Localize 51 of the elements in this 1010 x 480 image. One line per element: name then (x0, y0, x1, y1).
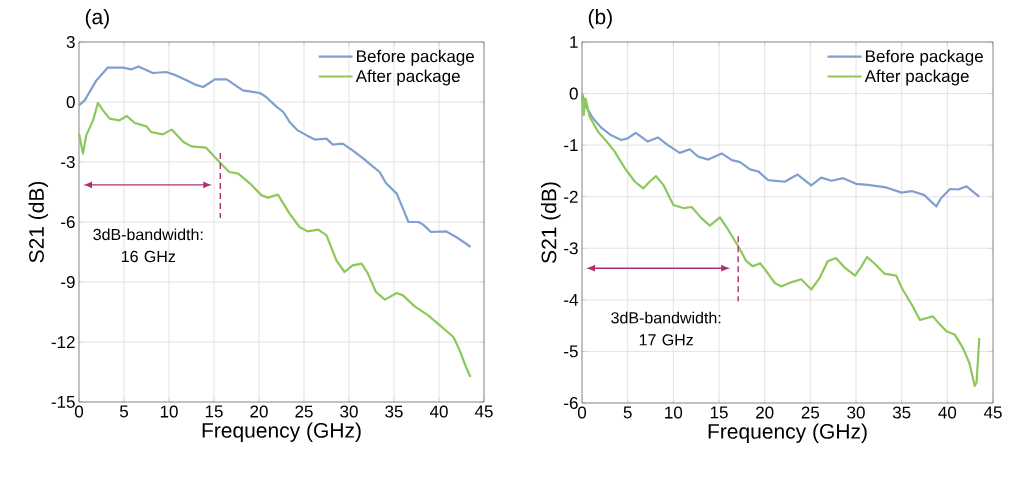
x-tick-label: 35 (892, 406, 911, 419)
y-tick-label: -3 (564, 242, 578, 255)
x-axis-title: Frequency (GHz) (708, 423, 867, 443)
x-tick-label: 0 (74, 405, 84, 418)
y-tick-label: 1 (570, 36, 578, 48)
line-series (580, 92, 981, 208)
legend-label: After package (864, 69, 969, 86)
x-tick-label: 15 (710, 406, 728, 419)
y-tick-label: 0 (66, 95, 75, 109)
x-tick-label: 35 (385, 405, 403, 418)
y-tick-label: -1 (564, 139, 578, 151)
x-tick-label: 45 (983, 406, 1002, 419)
y-tick-label: -12 (51, 336, 75, 348)
y-tick-label: -6 (564, 396, 578, 410)
x-tick-label: 5 (623, 406, 632, 419)
x-tick-label: 10 (160, 405, 178, 418)
y-tick-label: 3 (66, 35, 75, 49)
x-tick-label: 45 (474, 405, 493, 418)
ref-line-label: 3dB-bandwidth: 16 GHz (93, 228, 203, 263)
y-tick-label: -2 (564, 190, 578, 203)
legend-label: After package (355, 69, 460, 86)
y-tick-label: -3 (61, 155, 75, 169)
y-tick-label: 0 (569, 87, 578, 100)
x-tick-label: 15 (205, 405, 223, 418)
x-tick-label: 5 (119, 405, 129, 418)
line-series (77, 65, 472, 249)
y-tick-label: -9 (61, 275, 75, 289)
x-tick-label: 40 (938, 406, 957, 419)
y-tick-label: -15 (51, 396, 75, 408)
x-tick-label: 10 (665, 406, 683, 419)
y-axis-title: S21 (dB) (540, 182, 561, 263)
ref-line-label: 3dB-bandwidth: 17 GHz (611, 311, 721, 346)
x-tick-label: 30 (847, 406, 865, 419)
x-tick-label: 30 (340, 405, 358, 418)
x-tick-label: 20 (756, 406, 774, 419)
legend-label: Before package (357, 49, 474, 66)
x-axis-title: Frequency (GHz) (202, 422, 361, 442)
chart-title: (a) (85, 8, 109, 29)
x-tick-label: 0 (577, 406, 587, 419)
y-tick-label: -6 (61, 215, 75, 229)
y-tick-label: -5 (564, 345, 578, 358)
line-series (580, 92, 981, 388)
y-axis-title: S21 (dB) (28, 181, 49, 263)
x-tick-label: 25 (801, 406, 820, 419)
x-tick-label: 40 (429, 405, 448, 418)
legend-label: Before package (866, 49, 983, 66)
y-tick-label: -4 (564, 294, 578, 306)
x-tick-label: 20 (250, 405, 268, 418)
chart-title: (b) (588, 8, 612, 29)
line-series (77, 101, 472, 379)
x-tick-label: 25 (295, 405, 313, 418)
